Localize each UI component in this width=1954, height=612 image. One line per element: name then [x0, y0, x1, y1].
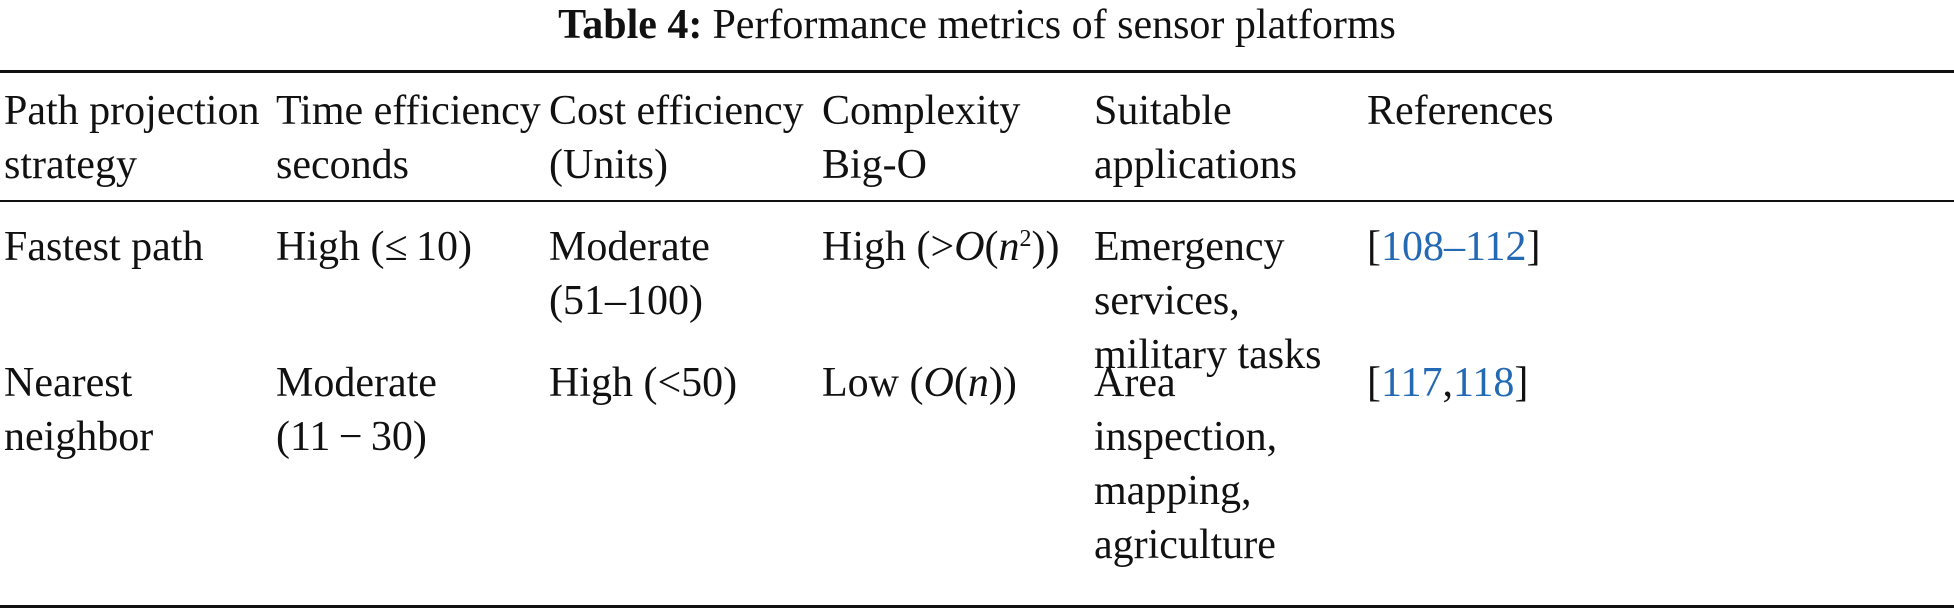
header-strategy: Path projection strategy	[4, 88, 260, 188]
row1-time: High (≤ 10)	[276, 224, 472, 270]
row1-complexity: High (>O(n2))	[822, 224, 1060, 270]
row2-time: Moderate (11 − 30)	[276, 360, 437, 460]
row2-strategy: Nearest neighbor	[4, 360, 154, 460]
row2-cost: High (<50)	[549, 360, 738, 406]
header-time-efficiency: Time efficiency seconds	[276, 88, 541, 188]
table-caption: Table 4: Performance metrics of sensor pl…	[0, 0, 1954, 50]
row2-complexity: Low (O(n))	[822, 360, 1017, 406]
header-cost-efficiency: Cost efficiency (Units)	[549, 88, 804, 188]
top-rule	[0, 70, 1954, 73]
header-complexity: Complexity Big-O	[822, 88, 1021, 188]
header-references: References	[1367, 88, 1554, 134]
reference-link[interactable]: 108–112	[1381, 224, 1527, 270]
header-applications: Suitable applications	[1094, 88, 1297, 188]
caption-label: Table 4:	[558, 2, 703, 48]
row2-references: [117,118]	[1367, 360, 1529, 406]
reference-link[interactable]: 118	[1452, 360, 1515, 406]
row1-applications: Emergency services, military tasks	[1094, 224, 1322, 378]
row1-references: [108–112]	[1367, 224, 1541, 270]
row1-cost: Moderate (51–100)	[549, 224, 710, 324]
reference-link[interactable]: 117	[1381, 360, 1443, 406]
caption-title: Performance metrics of sensor platforms	[712, 2, 1396, 48]
bottom-rule	[0, 605, 1954, 608]
row2-applications: Area inspection, mapping, agriculture	[1094, 360, 1278, 568]
header-rule	[0, 200, 1954, 202]
row1-strategy: Fastest path	[4, 224, 204, 270]
